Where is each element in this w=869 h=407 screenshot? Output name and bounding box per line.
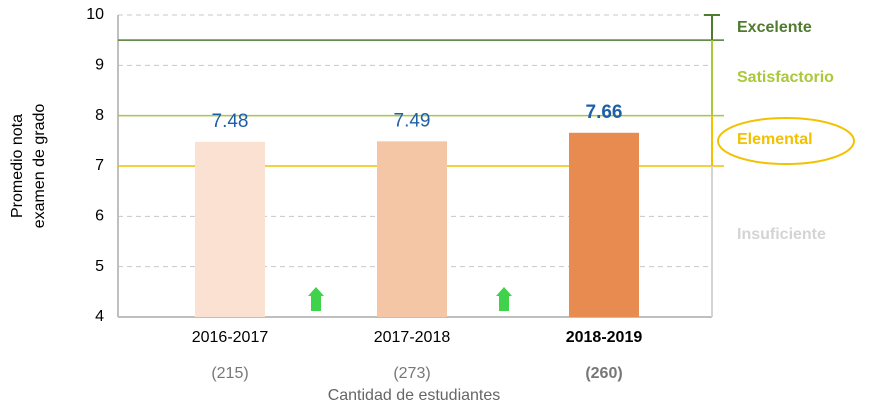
- band-label: Excelente: [737, 19, 812, 36]
- up-arrow: [308, 287, 324, 311]
- y-tick-label: 8: [95, 107, 104, 124]
- y-tick-label: 6: [95, 208, 104, 225]
- y-tick-label: 4: [95, 308, 104, 325]
- value-label: 7.66: [586, 102, 623, 123]
- y-tick-label: 5: [95, 258, 104, 275]
- band-label: Insuficiente: [737, 226, 826, 243]
- band-label: Elemental: [737, 131, 813, 148]
- x-tick-label: 2018-2019: [566, 329, 643, 346]
- student-count: (260): [585, 365, 622, 382]
- student-count: (215): [211, 365, 248, 382]
- x-tick-label: 2016-2017: [192, 329, 269, 346]
- bar: [569, 132, 639, 317]
- y-tick-label: 7: [95, 157, 104, 174]
- value-label: 7.49: [394, 110, 431, 131]
- y-tick-label: 10: [86, 6, 104, 23]
- highlight-ellipse: [717, 117, 855, 165]
- x-axis-label: Cantidad de estudiantes: [328, 387, 501, 404]
- x-tick-label: 2017-2018: [374, 329, 451, 346]
- bar: [195, 141, 265, 317]
- y-axis-label: Promedio nota: [9, 114, 26, 218]
- y-tick-label: 9: [95, 57, 104, 74]
- value-label: 7.48: [212, 111, 249, 132]
- up-arrow: [496, 287, 512, 311]
- band-label: Satisfactorio: [737, 69, 834, 86]
- y-axis-label: examen de grado: [31, 104, 48, 229]
- bar: [377, 141, 447, 317]
- student-count: (273): [393, 365, 430, 382]
